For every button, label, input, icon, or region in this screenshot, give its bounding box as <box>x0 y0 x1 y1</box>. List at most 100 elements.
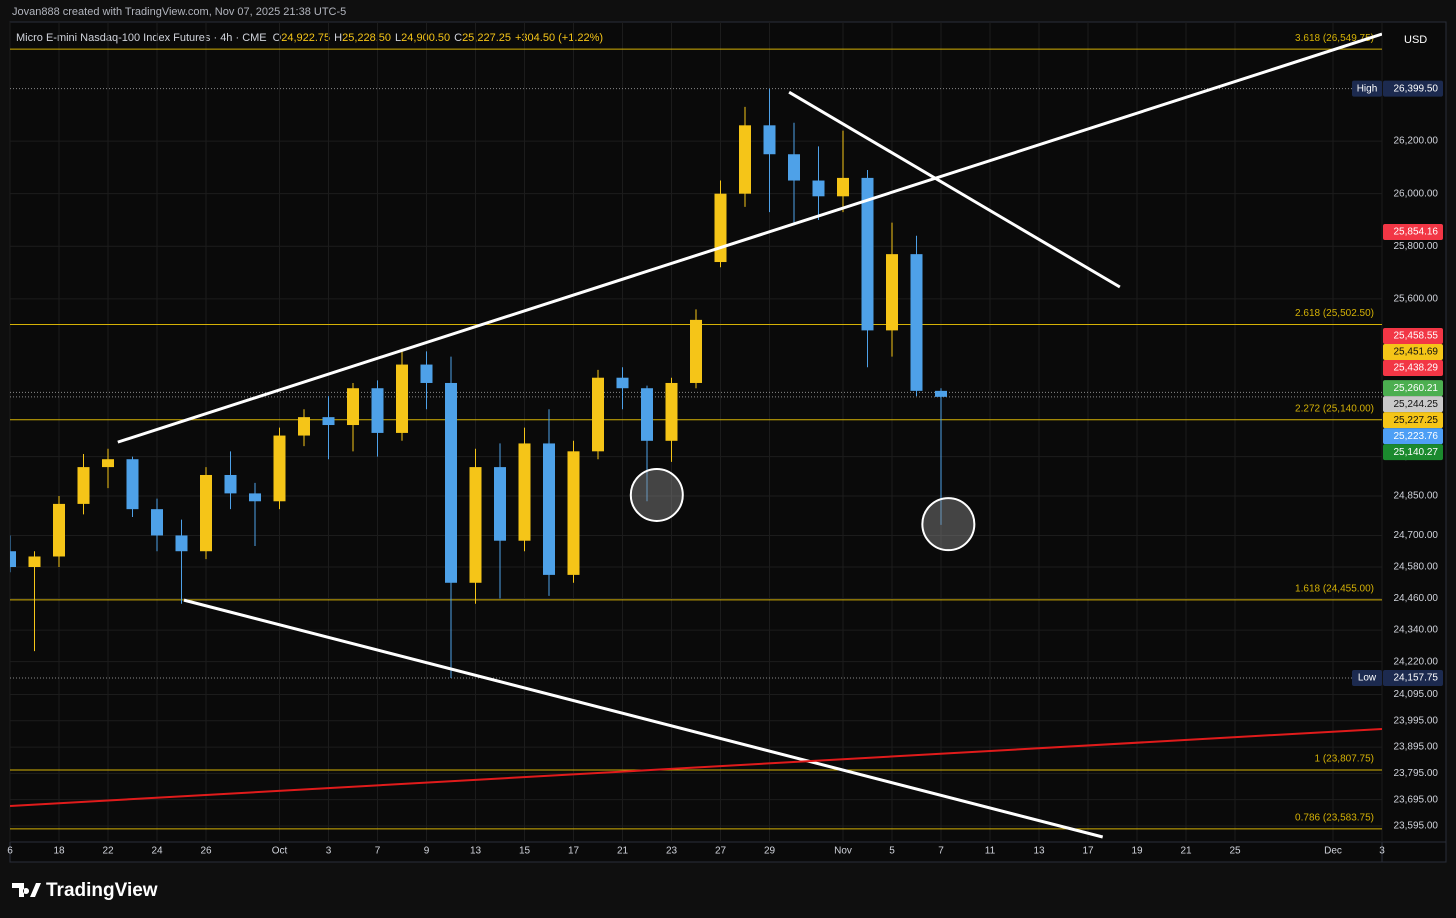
x-tick-label: 17 <box>1082 846 1094 857</box>
price-tag <box>1383 380 1443 397</box>
ohlc-value: 24,900.50 <box>401 32 450 44</box>
price-tag-label: 25,140.27 <box>1394 447 1439 458</box>
candle-body <box>249 493 261 502</box>
candle-body <box>298 417 310 436</box>
price-tag <box>1383 670 1443 687</box>
candle-body <box>690 319 702 383</box>
x-tick-label: 25 <box>1229 846 1241 857</box>
candle-body <box>102 459 114 468</box>
candle-body <box>910 254 923 391</box>
candle-body <box>469 467 482 583</box>
candle-body <box>886 254 898 331</box>
candle-body <box>935 390 947 397</box>
y-tick-label: 24,580.00 <box>1394 562 1439 573</box>
y-tick-label: 24,220.00 <box>1394 656 1439 667</box>
x-tick-label: 26 <box>200 846 212 857</box>
x-tick-label: Dec <box>1324 846 1342 857</box>
x-tick-label: 23 <box>666 846 678 857</box>
y-tick-label: 24,850.00 <box>1394 491 1439 502</box>
y-tick-label: 26,200.00 <box>1394 136 1439 147</box>
x-tick-label: 11 <box>985 846 996 857</box>
trendline <box>183 598 1104 839</box>
x-tick-label: 29 <box>764 846 776 857</box>
x-tick-label: Oct <box>272 846 288 857</box>
price-tag <box>1383 396 1443 413</box>
price-tag <box>1383 344 1443 361</box>
chart-frame <box>9 21 1447 863</box>
price-tag-label: 25,458.55 <box>1394 331 1439 342</box>
y-tick-label: 23,895.00 <box>1394 742 1439 753</box>
candle-body <box>322 417 335 426</box>
candle-body <box>812 180 825 197</box>
price-tag-name-box <box>1352 670 1382 687</box>
highlight-circle <box>921 497 976 552</box>
price-tag-name: Low <box>1358 673 1377 684</box>
ohlc-value: 25,227.25 <box>462 32 511 44</box>
ohlc-key: O <box>273 32 282 44</box>
x-tick-label: 19 <box>1131 846 1143 857</box>
y-tick-label: 24,700.00 <box>1394 530 1439 541</box>
price-tag <box>1383 444 1443 461</box>
symbol-legend: Micro E-mini Nasdaq-100 Index Futures · … <box>16 32 603 44</box>
y-tick-label: 25,800.00 <box>1394 241 1439 252</box>
candle-body <box>151 509 163 536</box>
candle-body <box>714 193 727 263</box>
y-tick-label: 23,995.00 <box>1394 715 1439 726</box>
x-tick-label: 22 <box>102 846 114 857</box>
y-tick-label: 24,460.00 <box>1394 593 1439 604</box>
brand-logo[interactable]: TradingView <box>12 880 158 901</box>
candle-body <box>665 382 678 441</box>
candle-body <box>641 388 653 441</box>
price-tag-label: 24,157.75 <box>1394 673 1439 684</box>
candle-body <box>592 377 604 452</box>
highlight-circle <box>629 467 684 522</box>
candle-body <box>543 443 555 575</box>
fib-label: 1 (23,807.75) <box>1315 754 1375 765</box>
candle-body <box>175 535 188 552</box>
candle-body <box>396 364 408 433</box>
x-tick-label: 13 <box>470 846 482 857</box>
price-tag-name: High <box>1357 83 1378 94</box>
candle-body <box>861 177 874 331</box>
candle-body <box>273 435 286 502</box>
x-tick-label: 5 <box>889 846 895 857</box>
fib-label: 2.272 (25,140.00) <box>1295 403 1374 414</box>
x-tick-label: 27 <box>715 846 727 857</box>
price-tag <box>1383 328 1443 345</box>
price-tag-label: 25,854.16 <box>1394 227 1439 238</box>
candle-body <box>616 377 629 389</box>
y-tick-label: 23,695.00 <box>1394 794 1439 805</box>
price-tag <box>1383 428 1443 445</box>
y-tick-label: 23,595.00 <box>1394 821 1439 832</box>
x-tick-label: Nov <box>834 846 852 857</box>
price-tag <box>1383 360 1443 377</box>
symbol-name: Micro E-mini Nasdaq-100 Index Futures · … <box>16 32 267 44</box>
trendline <box>10 727 1382 807</box>
x-tick-label: 3 <box>326 846 332 857</box>
x-tick-label: 6 <box>7 846 13 857</box>
price-tag-label: 25,260.21 <box>1394 383 1439 394</box>
x-tick-label: 17 <box>568 846 580 857</box>
candle-body <box>763 125 776 155</box>
price-tag-label: 25,223.76 <box>1394 431 1439 442</box>
y-tick-label: 24,340.00 <box>1394 625 1439 636</box>
fib-label: 1.618 (24,455.00) <box>1295 584 1374 595</box>
candle-body <box>837 177 849 197</box>
x-tick-label: 3 <box>1379 846 1385 857</box>
price-tag-label: 26,399.50 <box>1394 83 1439 94</box>
candle-body <box>518 443 531 541</box>
brand-icon <box>12 883 41 897</box>
price-tag <box>1383 80 1443 97</box>
price-tag-name-box <box>1352 80 1382 97</box>
candle-body <box>739 125 751 194</box>
candle-body <box>347 388 359 426</box>
currency[interactable]: USD <box>1404 34 1427 46</box>
candle-body <box>788 154 800 181</box>
ohlc-key: H <box>334 32 342 44</box>
y-tick-label: 26,000.00 <box>1394 188 1439 199</box>
price-tag <box>1383 412 1443 429</box>
x-tick-label: 21 <box>1180 846 1192 857</box>
candle-body <box>224 474 237 494</box>
x-tick-label: 21 <box>617 846 629 857</box>
